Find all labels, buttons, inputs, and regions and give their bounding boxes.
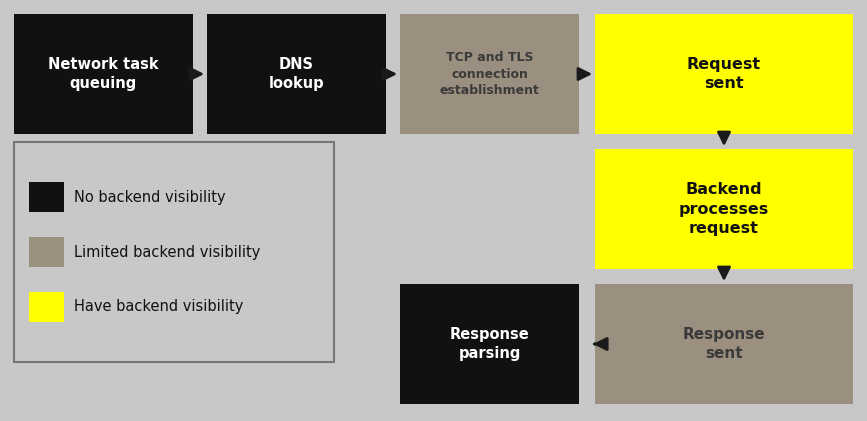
Text: Backend
processes
request: Backend processes request	[679, 182, 769, 236]
Bar	[14, 142, 334, 362]
Bar	[400, 14, 579, 134]
Text: Request
sent: Request sent	[687, 57, 761, 91]
Text: Response
parsing: Response parsing	[450, 327, 530, 361]
Text: Response
sent: Response sent	[682, 327, 766, 361]
Bar	[29, 292, 64, 322]
Bar	[29, 182, 64, 212]
Bar	[14, 14, 193, 134]
Text: Limited backend visibility: Limited backend visibility	[74, 245, 260, 259]
Text: No backend visibility: No backend visibility	[74, 189, 225, 205]
Text: Network task
queuing: Network task queuing	[49, 57, 159, 91]
Bar	[207, 14, 386, 134]
Text: DNS
lookup: DNS lookup	[269, 57, 324, 91]
Text: Have backend visibility: Have backend visibility	[74, 299, 244, 314]
Bar	[400, 284, 579, 404]
Text: TCP and TLS
connection
establishment: TCP and TLS connection establishment	[440, 51, 539, 97]
Bar	[29, 237, 64, 267]
Bar	[595, 284, 853, 404]
Bar	[595, 14, 853, 134]
Bar	[595, 149, 853, 269]
